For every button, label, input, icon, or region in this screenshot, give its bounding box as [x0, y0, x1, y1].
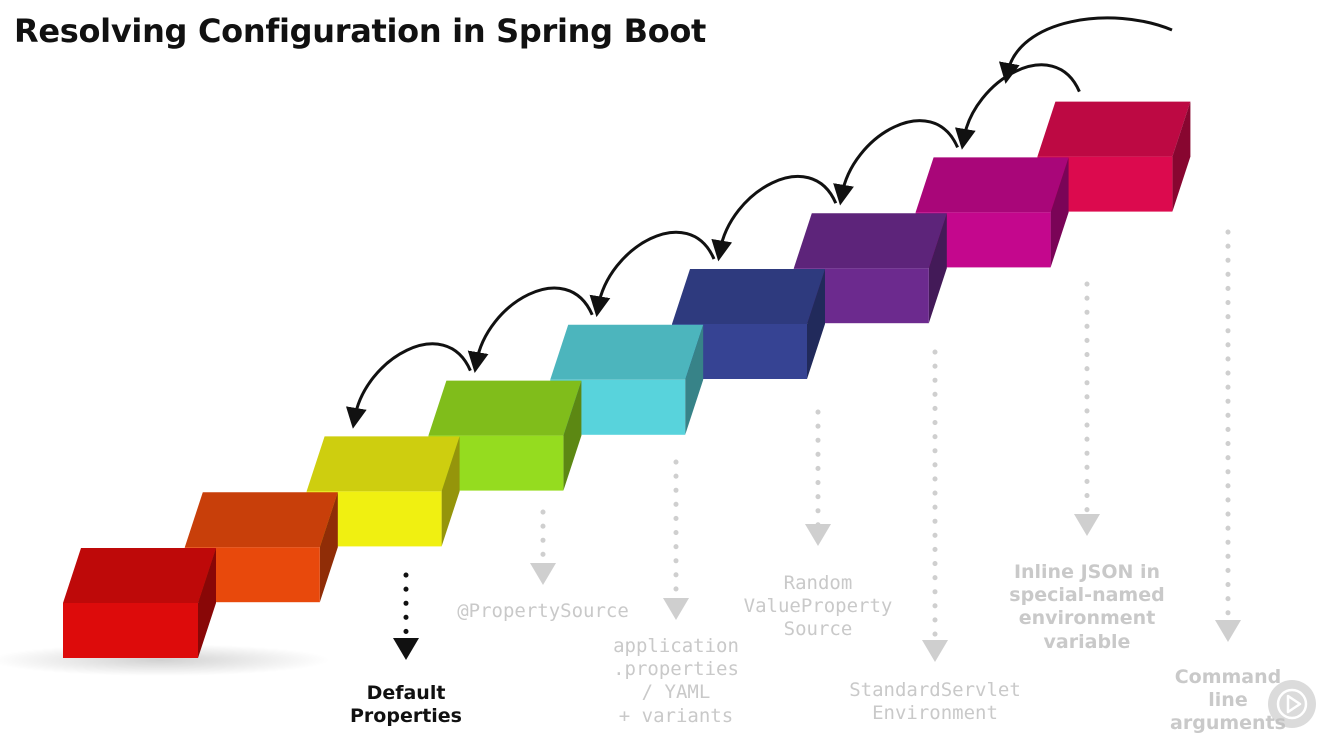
- source-label-inline-json: Inline JSON in special-named environment va…: [977, 561, 1197, 654]
- source-label-line: + variants: [618, 704, 734, 727]
- source-label-line: Environment: [872, 702, 998, 725]
- source-label-line: Properties: [350, 705, 462, 728]
- source-label-line: special-named: [1009, 584, 1165, 607]
- leader-servlet-env: [922, 349, 948, 662]
- precedence-arrow-top: [998, 16, 1173, 84]
- source-label-line: Random: [783, 572, 853, 594]
- source-label-line: arguments: [1170, 712, 1286, 735]
- source-label-line: application: [613, 635, 739, 657]
- precedence-arrow-5: [589, 230, 716, 318]
- step-1: [63, 548, 216, 658]
- step-7: [793, 213, 947, 324]
- leader-property-source: [530, 509, 556, 585]
- page-title: Resolving Configuration in Spring Boot: [14, 12, 707, 50]
- precedence-arrow-3: [345, 342, 472, 429]
- leader-application-properties: [663, 459, 689, 620]
- leader-random-value: [805, 409, 831, 546]
- source-label-line: Source: [783, 618, 853, 641]
- precedence-arrow-7: [833, 119, 959, 206]
- source-label-line: Inline JSON in: [1013, 561, 1161, 583]
- play-button[interactable]: [1268, 680, 1316, 728]
- source-label-line: environment: [1018, 607, 1156, 630]
- step-9: [1037, 101, 1191, 212]
- source-label-random-value: Random ValueProperty Source: [708, 572, 928, 642]
- source-label-line: variable: [1043, 630, 1131, 653]
- source-label-default: Default Properties: [296, 682, 516, 728]
- leader-command-line: [1215, 229, 1241, 642]
- source-label-command-line: Command line arguments: [1118, 666, 1332, 736]
- source-label-line: Command: [1174, 666, 1282, 688]
- precedence-arrow-6: [711, 174, 838, 262]
- source-label-line: / YAML: [641, 681, 711, 704]
- source-label-line: StandardServlet: [849, 679, 1021, 701]
- source-label-property-source: @PropertySource: [433, 600, 653, 623]
- source-label-servlet-env: StandardServlet Environment: [825, 679, 1045, 725]
- source-label-line: line: [1208, 689, 1248, 712]
- leader-default: [393, 572, 419, 660]
- precedence-arrow-4: [467, 286, 594, 373]
- play-icon: [1276, 688, 1308, 720]
- source-label-application-properties: application .properties / YAML + variants: [566, 635, 786, 728]
- source-label-line: @PropertySource: [457, 600, 629, 622]
- source-label-line: .properties: [613, 658, 739, 681]
- leader-inline-json: [1074, 281, 1100, 536]
- source-label-line: Default: [366, 682, 446, 704]
- source-label-line: ValueProperty: [743, 595, 893, 618]
